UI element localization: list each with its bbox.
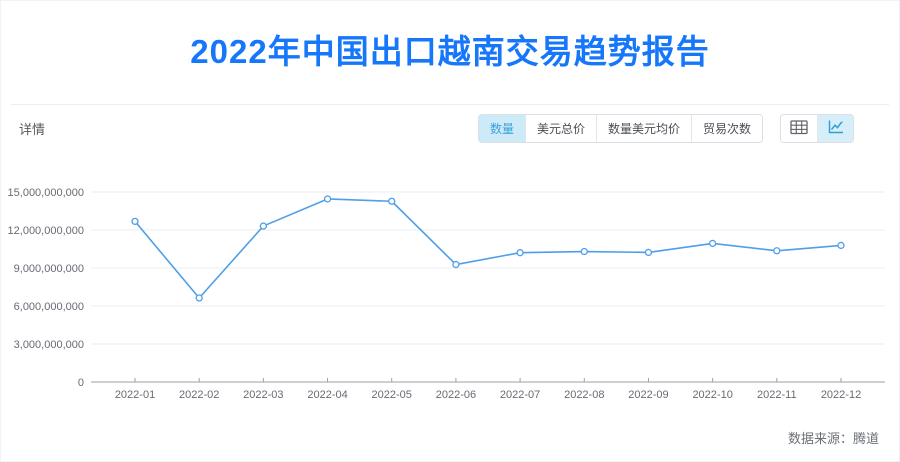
svg-text:3,000,000,000: 3,000,000,000 — [14, 339, 84, 351]
svg-text:2022-04: 2022-04 — [307, 389, 347, 401]
title-divider — [11, 104, 889, 105]
svg-text:2022-02: 2022-02 — [179, 389, 219, 401]
tab-quantity[interactable]: 数量 — [478, 115, 525, 142]
svg-text:2022-10: 2022-10 — [692, 389, 732, 401]
trend-chart-canvas: 0 3,000,000,000 6,000,000,000 9,000,000,000… — [8, 187, 885, 401]
trend-chart: 0 3,000,000,000 6,000,000,000 9,000,000,000… — [1, 151, 899, 431]
metric-tab-group: 数量 美元总价 数量美元均价 贸易次数 — [477, 114, 763, 143]
svg-text:15,000,000,000: 15,000,000,000 — [8, 187, 84, 199]
svg-text:9,000,000,000: 9,000,000,000 — [14, 263, 84, 275]
svg-text:2022-08: 2022-08 — [564, 389, 604, 401]
section-label: 详情 — [19, 122, 46, 137]
source-note: 数据来源：腾道 — [787, 431, 879, 446]
svg-text:2022-06: 2022-06 — [436, 389, 476, 401]
table-icon — [790, 119, 808, 138]
svg-text:2022-11: 2022-11 — [757, 389, 797, 401]
tab-usd-avg-price[interactable]: 数量美元均价 — [595, 115, 691, 142]
line-chart-icon — [827, 119, 845, 138]
tab-usd-total[interactable]: 美元总价 — [524, 115, 596, 142]
svg-text:2022-12: 2022-12 — [821, 389, 861, 401]
svg-text:12,000,000,000: 12,000,000,000 — [8, 225, 84, 237]
svg-text:2022-01: 2022-01 — [115, 389, 155, 401]
view-switch-group — [780, 114, 854, 143]
table-view-button[interactable] — [781, 115, 817, 142]
svg-text:0: 0 — [78, 377, 84, 389]
svg-text:2022-07: 2022-07 — [500, 389, 540, 401]
chart-view-button[interactable] — [817, 115, 853, 142]
svg-text:6,000,000,000: 6,000,000,000 — [14, 301, 84, 313]
page-title: 2022年中国出口越南交易趋势报告 — [190, 33, 710, 70]
chart-controls: 数量 美元总价 数量美元均价 贸易次数 — [477, 114, 854, 143]
tab-trade-count[interactable]: 贸易次数 — [690, 115, 762, 142]
svg-text:2022-09: 2022-09 — [628, 389, 668, 401]
svg-text:2022-05: 2022-05 — [372, 389, 412, 401]
toolbar: 详情 数量 美元总价 数量美元均价 贸易次数 — [19, 114, 854, 143]
svg-text:2022-03: 2022-03 — [243, 389, 283, 401]
